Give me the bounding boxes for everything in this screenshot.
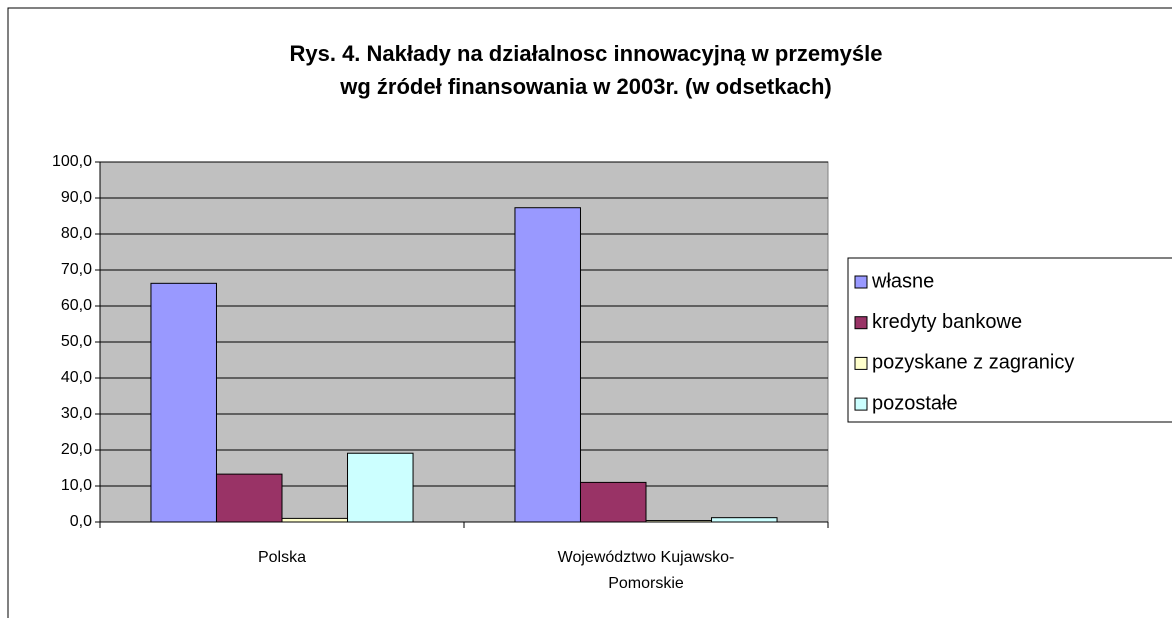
bar: [711, 517, 778, 523]
bar: [514, 207, 581, 523]
legend-label: pozostałe: [872, 392, 958, 414]
legend-swatch: [854, 316, 868, 330]
y-tick-label: 90,0: [61, 189, 92, 206]
legend-swatch: [854, 356, 868, 370]
y-tick-label: 100,0: [52, 153, 92, 170]
legend-swatch: [854, 275, 868, 289]
y-tick-label: 0,0: [70, 513, 92, 530]
chart-subtitle: wg źródeł finansowania w 2003r. (w odset…: [339, 74, 831, 99]
y-tick-label: 60,0: [61, 297, 92, 314]
legend-label: własne: [871, 270, 934, 292]
y-tick-label: 80,0: [61, 225, 92, 242]
x-tick-label: Polska: [258, 549, 306, 566]
x-tick-label: Województwo Kujawsko-Pomorskie: [558, 549, 735, 592]
legend-label: pozyskane z zagranicy: [872, 352, 1074, 374]
y-tick-label: 70,0: [61, 261, 92, 278]
bar: [215, 473, 283, 523]
legend-swatch: [854, 397, 868, 411]
chart-frame: [7, 7, 1172, 618]
y-tick-label: 20,0: [61, 441, 92, 458]
y-tick-label: 40,0: [61, 369, 92, 386]
bar: [579, 481, 647, 523]
legend-label: kredyty bankowe: [872, 311, 1022, 333]
bar: [150, 282, 217, 523]
bar: [645, 520, 713, 523]
y-tick-label: 30,0: [61, 405, 92, 422]
y-tick-label: 50,0: [61, 333, 92, 350]
y-tick-label: 10,0: [61, 477, 92, 494]
bar: [281, 517, 349, 523]
bar: [347, 452, 414, 523]
legend-box: [847, 257, 1172, 423]
chart-title: Rys. 4. Nakłady na działalnosc innowacyj…: [289, 41, 882, 66]
